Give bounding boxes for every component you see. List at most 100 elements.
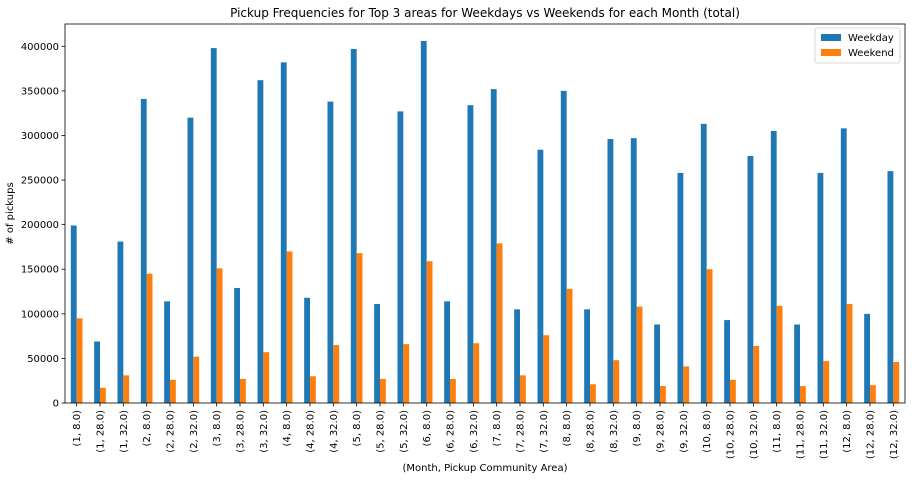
y-tick-label: 400000 — [21, 42, 59, 53]
x-tick-label: (9, 32.0) — [679, 410, 690, 453]
x-tick-label: (6, 32.0) — [469, 410, 480, 453]
x-tick-label: (11, 28.0) — [796, 410, 807, 459]
y-tick-label: 200000 — [21, 220, 59, 231]
x-tick-label: (11, 8.0) — [772, 410, 783, 453]
plot-area — [64, 23, 906, 404]
bar-weekend-35 — [893, 361, 900, 403]
bar-weekday-17 — [467, 105, 474, 404]
bar-weekday-30 — [770, 131, 777, 403]
bar-weekday-6 — [210, 48, 217, 403]
bar-weekday-12 — [350, 48, 357, 403]
bar-weekday-1 — [94, 341, 100, 403]
bar-weekend-5 — [193, 356, 200, 403]
y-tick-label: 350000 — [21, 86, 59, 97]
bar-weekday-15 — [420, 40, 427, 403]
bar-weekend-4 — [170, 379, 176, 403]
x-tick-label: (8, 8.0) — [562, 410, 573, 447]
bar-weekend-27 — [706, 269, 713, 403]
bar-weekend-13 — [380, 378, 386, 403]
legend-swatch-weekday — [821, 34, 841, 41]
bar-weekend-26 — [683, 366, 690, 403]
legend: Weekday Weekend — [814, 27, 901, 64]
x-tick-label: (12, 28.0) — [866, 410, 877, 459]
x-tick-label: (6, 8.0) — [422, 410, 433, 447]
x-tick-label: (5, 28.0) — [376, 410, 387, 453]
x-tick-label: (1, 28.0) — [96, 410, 107, 453]
bar-weekday-32 — [817, 172, 824, 403]
x-tick-label: (10, 28.0) — [726, 410, 737, 459]
x-tick-label: (10, 8.0) — [702, 410, 713, 453]
bar-weekend-11 — [333, 345, 340, 403]
bar-weekend-19 — [520, 375, 526, 403]
bar-weekend-12 — [356, 253, 363, 403]
bar-weekday-22 — [584, 309, 590, 403]
x-tick-label: (12, 8.0) — [842, 410, 853, 453]
bar-weekend-20 — [543, 335, 550, 403]
bar-weekday-4 — [164, 301, 170, 403]
legend-swatch-weekend — [821, 49, 841, 56]
bar-weekend-0 — [76, 318, 83, 403]
bar-weekend-10 — [310, 376, 316, 403]
bar-weekend-15 — [426, 261, 433, 403]
x-tick-label: (5, 32.0) — [399, 410, 410, 453]
x-tick-label: (2, 28.0) — [166, 410, 177, 453]
x-tick-label: (10, 32.0) — [749, 410, 760, 459]
x-tick-label: (7, 8.0) — [492, 410, 503, 447]
bar-weekend-6 — [216, 268, 223, 403]
y-tick-label: 250000 — [21, 176, 59, 187]
bar-weekday-7 — [234, 287, 240, 403]
x-tick-label: (1, 8.0) — [72, 410, 83, 447]
bar-weekday-8 — [257, 80, 264, 404]
x-tick-label: (3, 32.0) — [259, 410, 270, 453]
bar-weekend-24 — [636, 306, 643, 403]
bar-weekend-31 — [800, 386, 806, 403]
chart-title: Pickup Frequencies for Top 3 areas for W… — [230, 6, 740, 20]
bar-weekend-16 — [450, 378, 456, 403]
bar-weekend-18 — [496, 243, 503, 403]
bar-weekday-33 — [840, 128, 847, 403]
x-tick-label: (9, 28.0) — [656, 410, 667, 453]
bar-weekend-9 — [286, 251, 293, 403]
x-tick-label: (12, 32.0) — [889, 410, 900, 459]
bar-weekday-20 — [537, 149, 544, 403]
bar-weekend-8 — [263, 352, 270, 403]
y-axis: 0 50000 100000 150000 200000 250000 300000 3500… — [21, 42, 65, 410]
x-tick-label: (3, 28.0) — [236, 410, 247, 453]
bar-weekday-13 — [374, 304, 380, 403]
bar-weekday-24 — [630, 138, 637, 403]
x-tick-label: (6, 28.0) — [446, 410, 457, 453]
legend-label-weekend: Weekend — [848, 48, 894, 59]
x-tick-label: (8, 32.0) — [609, 410, 620, 453]
x-tick-label: (11, 32.0) — [819, 410, 830, 459]
bar-weekend-34 — [870, 385, 876, 403]
bar-weekday-10 — [304, 297, 310, 403]
y-tick-label: 150000 — [21, 265, 59, 276]
bar-weekday-34 — [864, 313, 870, 403]
x-tick-label: (5, 8.0) — [352, 410, 363, 447]
x-axis: (1, 8.0) (1, 28.0) (1, 32.0) (2, 8.0) (2, 28… — [72, 403, 900, 459]
legend-label-weekday: Weekday — [848, 33, 894, 44]
bar-weekday-27 — [700, 123, 707, 403]
bar-weekday-26 — [677, 172, 684, 403]
y-tick-label: 300000 — [21, 131, 59, 142]
bar-weekday-28 — [724, 320, 730, 403]
bar-weekend-33 — [846, 304, 853, 403]
bar-weekend-17 — [473, 343, 480, 403]
bar-weekday-21 — [560, 90, 567, 403]
bar-weekday-31 — [794, 324, 800, 403]
bar-weekday-3 — [140, 98, 147, 403]
bar-weekday-5 — [187, 117, 194, 403]
bar-weekend-30 — [776, 305, 783, 403]
bar-weekday-0 — [70, 225, 77, 403]
x-tick-label: (4, 28.0) — [306, 410, 317, 453]
x-tick-label: (1, 32.0) — [119, 410, 130, 453]
bar-weekend-2 — [123, 375, 130, 403]
bar-weekday-2 — [117, 241, 124, 403]
y-tick-label: 50000 — [27, 354, 59, 365]
y-tick-label: 100000 — [21, 309, 59, 320]
bar-weekday-23 — [607, 139, 614, 404]
x-tick-label: (2, 8.0) — [142, 410, 153, 447]
bar-weekday-29 — [747, 155, 754, 403]
bar-weekday-19 — [514, 309, 520, 403]
